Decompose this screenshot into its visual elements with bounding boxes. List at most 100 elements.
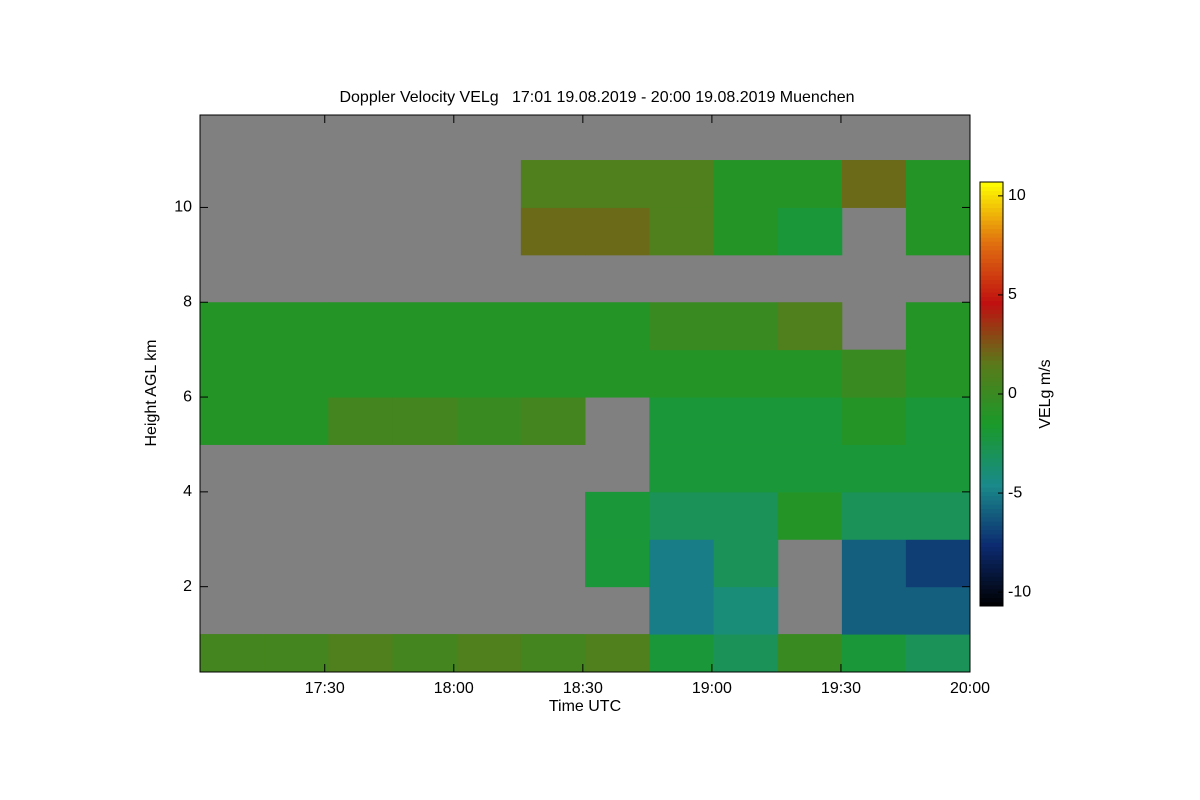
colorbar-swatch <box>980 190 1003 196</box>
colorbar-tick-label: -10 <box>1008 583 1031 600</box>
heatmap-cell <box>905 397 970 445</box>
colorbar-swatch <box>980 563 1003 569</box>
colorbar-swatch <box>980 271 1003 276</box>
heatmap-cell <box>585 207 650 256</box>
heatmap-cell <box>713 302 779 351</box>
colorbar-swatch <box>980 228 1003 234</box>
colorbar-swatch <box>980 182 1003 187</box>
heatmap-cell <box>328 397 393 445</box>
plot-frame <box>199 114 971 673</box>
colorbar-swatch <box>980 402 1003 408</box>
colorbar-swatch <box>980 304 1003 310</box>
colorbar-swatch <box>980 461 1003 467</box>
heatmap-cell <box>777 634 843 672</box>
y-axis-label: Height AGL km <box>143 339 160 446</box>
heatmap-cell <box>713 207 779 256</box>
heatmap-cell <box>392 302 458 351</box>
colorbar-swatch <box>980 364 1003 370</box>
heatmap-cell <box>713 539 779 588</box>
heatmap-cell <box>392 397 458 445</box>
colorbar-swatch <box>980 410 1003 416</box>
colorbar-swatch <box>980 542 1003 548</box>
heatmap-cell <box>713 160 779 208</box>
colorbar-swatch <box>980 207 1003 213</box>
heatmap-cell <box>649 586 715 635</box>
heatmap-cell <box>777 160 843 208</box>
colorbar-swatch <box>980 245 1003 251</box>
heatmap-cell <box>649 539 715 588</box>
colorbar-swatch <box>980 436 1003 442</box>
heatmap-cell <box>328 302 393 351</box>
colorbar-swatch <box>980 491 1003 497</box>
y-tick-label: 10 <box>174 199 192 216</box>
colorbar-swatch <box>980 516 1003 522</box>
heatmap-cell <box>777 491 843 540</box>
heatmap-cell <box>905 160 970 208</box>
colorbar-swatch <box>980 576 1003 582</box>
y-tick-label: 8 <box>183 293 192 310</box>
heatmap-cell <box>585 539 650 588</box>
colorbar-swatch <box>980 580 1003 586</box>
chart-title: Doppler Velocity VELg 17:01 19.08.2019 -… <box>339 89 854 106</box>
colorbar-swatch <box>980 334 1003 340</box>
heatmap-cell <box>649 634 715 672</box>
colorbar-swatch <box>980 300 1003 306</box>
colorbar-swatch <box>980 567 1003 573</box>
colorbar-swatch <box>980 313 1003 319</box>
colorbar-swatch <box>980 232 1003 238</box>
heatmap-cell <box>905 349 970 398</box>
heatmap-cell <box>264 397 329 445</box>
heatmap-cell <box>905 634 970 672</box>
colorbar-swatch <box>980 194 1003 200</box>
colorbar-swatch <box>980 262 1003 268</box>
heatmap-cell <box>264 634 329 672</box>
colorbar-tick-label: 0 <box>1008 385 1017 402</box>
colorbar-swatch <box>980 224 1003 230</box>
colorbar-swatch <box>980 292 1003 297</box>
heatmap-cell <box>713 586 779 635</box>
heatmap <box>200 115 970 672</box>
heatmap-cell <box>649 160 715 208</box>
heatmap-cell <box>841 586 907 635</box>
colorbar-swatch <box>980 495 1003 501</box>
heatmap-cell <box>264 302 329 351</box>
colorbar-swatch <box>980 338 1003 344</box>
colorbar-swatch <box>980 394 1003 399</box>
heatmap-cell <box>200 349 265 398</box>
heatmap-cell <box>841 397 907 445</box>
colorbar-swatch <box>980 266 1003 272</box>
colorbar-swatch <box>980 550 1003 556</box>
heatmap-cell <box>905 444 970 493</box>
colorbar-swatch <box>980 597 1003 603</box>
heatmap-cell <box>777 207 843 256</box>
colorbar-swatch <box>980 343 1003 348</box>
heatmap-cell <box>264 349 329 398</box>
colorbar-swatch <box>980 211 1003 217</box>
colorbar-swatch <box>980 440 1003 446</box>
colorbar-swatch <box>980 258 1003 264</box>
colorbar-swatch <box>980 512 1003 518</box>
heatmap-cell <box>649 397 715 445</box>
heatmap-cell <box>777 349 843 398</box>
colorbar-swatch <box>980 538 1003 543</box>
heatmap-cell <box>520 302 586 351</box>
colorbar-swatch <box>980 457 1003 463</box>
colorbar-swatch <box>980 533 1003 539</box>
colorbar-tick-label: 10 <box>1008 187 1026 204</box>
heatmap-cell <box>649 491 715 540</box>
heatmap-cell <box>328 634 393 672</box>
colorbar-swatch <box>980 483 1003 488</box>
colorbar-swatch <box>980 525 1003 531</box>
colorbar-swatch <box>980 385 1003 391</box>
x-tick-label: 20:00 <box>950 680 990 697</box>
colorbar-swatch <box>980 529 1003 535</box>
heatmap-cell <box>456 302 522 351</box>
colorbar-swatch <box>980 432 1003 437</box>
colorbar-swatch <box>980 389 1003 395</box>
colorbar-swatch <box>980 288 1003 293</box>
heatmap-cell <box>520 160 586 208</box>
colorbar-swatch <box>980 559 1003 565</box>
colorbar-swatch <box>980 487 1003 493</box>
heatmap-cell <box>905 586 970 635</box>
